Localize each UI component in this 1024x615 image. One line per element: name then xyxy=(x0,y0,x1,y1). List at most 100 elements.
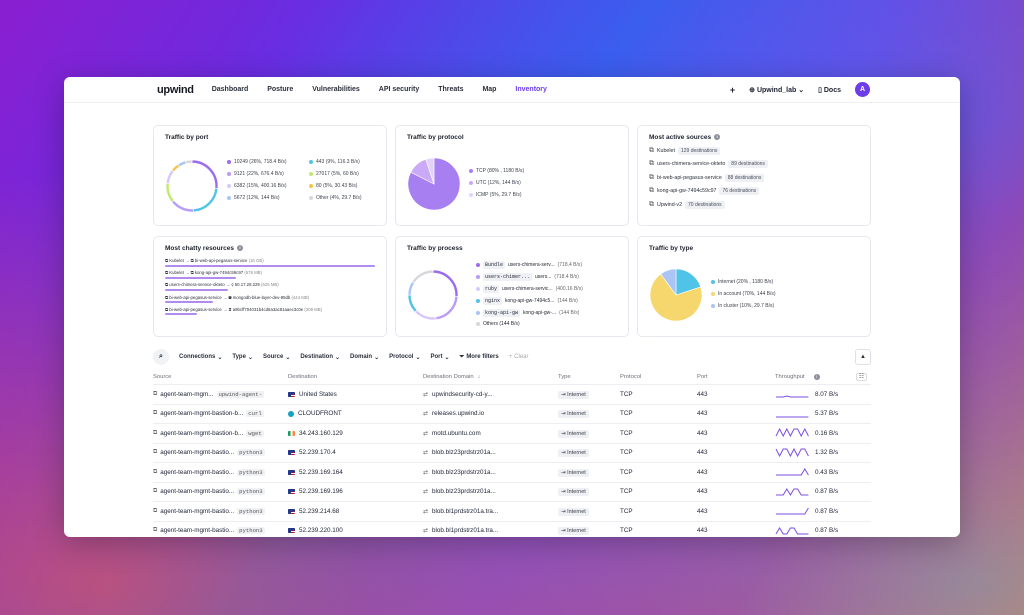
list-item[interactable]: ⧉ users-chimera-service-okteto 89 destinat… xyxy=(649,160,859,168)
add-button[interactable]: + xyxy=(729,84,736,95)
source-name[interactable]: agent-team-mgmt-bastio... xyxy=(160,527,235,535)
domain-value[interactable]: blob.bl1prdstrz01a.tra... xyxy=(432,507,499,515)
source-name[interactable]: agent-team-mgmt-bastio... xyxy=(160,468,235,476)
col-destination[interactable]: Destination xyxy=(288,373,318,380)
domain-value[interactable]: upwindsecurity-cd-y... xyxy=(432,390,493,398)
domain-value[interactable]: motd.ubuntu.com xyxy=(432,429,481,437)
destination-value[interactable]: 52.239.220.100 xyxy=(299,527,343,535)
filter-label: Port xyxy=(430,354,443,360)
chatty-item[interactable]: ⧉ Kubelet → ⧉ kong-api-gw-7494c59c97 (67… xyxy=(165,270,375,279)
filter-destination[interactable]: Destination ⌄ xyxy=(300,354,340,361)
info-icon[interactable]: i xyxy=(237,245,243,252)
protocol-pie-segment[interactable] xyxy=(407,157,461,211)
destination-value[interactable]: United States xyxy=(299,390,337,398)
search-icon[interactable]: ⌕ xyxy=(153,349,169,365)
clear-button[interactable]: + Clear xyxy=(509,354,529,360)
chatty-item[interactable]: ⧉ bi-web-api-pegasus-service → ⛁ mongodb… xyxy=(165,295,375,304)
col-port[interactable]: Port xyxy=(697,373,708,380)
destination-value[interactable]: 52.239.169.196 xyxy=(299,488,343,496)
source-name[interactable]: agent-team-mgmt-bastio... xyxy=(160,507,235,515)
process-donut-segment[interactable] xyxy=(435,296,459,321)
port-donut-segment[interactable] xyxy=(193,187,219,213)
source-name[interactable]: agent-team-mgm... xyxy=(160,390,214,398)
process-donut-segment[interactable] xyxy=(411,269,434,284)
port-donut-segment[interactable] xyxy=(171,199,194,213)
nav-threats[interactable]: Threats xyxy=(438,86,464,93)
nav-right: + ⊕ Upwind_lab ⌄ ▯ Docs A xyxy=(730,82,870,97)
table-row[interactable]: ⧉ agent-team-mgmt-bastio... python3 52.239… xyxy=(153,463,871,483)
col-source[interactable]: Source xyxy=(153,373,172,380)
list-item[interactable]: ⧉ Kubelet 129 destinations xyxy=(649,146,859,155)
domain-value[interactable]: blob.blz23prdstrz01a... xyxy=(432,488,496,496)
table-row[interactable]: ⧉ agent-team-mgmt-bastion-b... curl CLOUDF… xyxy=(153,405,871,424)
source-name[interactable]: agent-team-mgmt-bastion-b... xyxy=(160,410,244,418)
destination-value[interactable]: 52.239.169.164 xyxy=(299,468,343,476)
process-donut-segment[interactable] xyxy=(414,309,437,321)
avatar[interactable]: A xyxy=(855,82,870,97)
destination-value[interactable]: 34.243.160.129 xyxy=(299,429,343,437)
columns-icon[interactable]: ☷ xyxy=(855,372,867,381)
domain-value[interactable]: blob.blz23prdstrz01a... xyxy=(432,468,496,476)
table-row[interactable]: ⧉ agent-team-mgmt-bastio... python3 52.239… xyxy=(153,483,871,502)
process-donut-segment[interactable] xyxy=(407,281,415,296)
destination-value[interactable]: CLOUDFRONT xyxy=(298,410,342,418)
list-item[interactable]: ⧉ kong-api-gw-7494c59c97 76 destinations xyxy=(649,187,859,195)
col-destination-domain[interactable]: Destination Domain ↓ xyxy=(423,374,558,380)
scroll-top-button[interactable]: ▲ xyxy=(855,349,871,365)
docs-link[interactable]: ▯ Docs xyxy=(818,86,841,94)
process-donut-segment[interactable] xyxy=(432,269,459,297)
table-row[interactable]: ⧉ agent-team-mgmt-bastion-b... wget 34.243… xyxy=(153,424,871,444)
table-row[interactable]: ⧉ agent-team-mgm... upwind-agent- United S… xyxy=(153,385,871,405)
filter-domain[interactable]: Domain ⌄ xyxy=(350,354,379,361)
port-donut-segment[interactable] xyxy=(185,159,193,165)
table-row[interactable]: ⧉ agent-team-mgmt-bastio... python3 52.239… xyxy=(153,522,871,538)
table-row[interactable]: ⧉ agent-team-mgmt-bastio... python3 52.239… xyxy=(153,502,871,522)
process-donut-segment[interactable] xyxy=(407,294,418,313)
org-selector[interactable]: ⊕ Upwind_lab ⌄ xyxy=(749,86,804,94)
source-name[interactable]: agent-team-mgmt-bastio... xyxy=(160,449,235,457)
col-protocol[interactable]: Protocol xyxy=(620,373,642,380)
domain-value[interactable]: blob.blz23prdstrz01a... xyxy=(432,449,496,457)
domain-value[interactable]: blob.bl1prdstrz01a.tra... xyxy=(432,527,499,535)
type-pie-segment[interactable] xyxy=(660,268,677,296)
port-donut-segment[interactable] xyxy=(165,183,175,203)
domain-value[interactable]: releases.upwind.io xyxy=(432,410,485,418)
filter-connections[interactable]: Connections ⌄ xyxy=(179,354,222,361)
chatty-item[interactable]: ⧉ bi-web-api-pegasus-service → ⧗ a9bcff7… xyxy=(165,307,375,316)
port-donut-segment[interactable] xyxy=(165,169,175,185)
type-pie-segment[interactable] xyxy=(649,273,703,322)
filter-port[interactable]: Port ⌄ xyxy=(430,354,449,361)
legend-item: UTC (12%, 144 B/s) xyxy=(469,180,524,186)
nav-map[interactable]: Map xyxy=(482,86,497,93)
card-title-text: Most chatty resources xyxy=(165,245,234,252)
filter-source[interactable]: Source ⌄ xyxy=(263,354,290,361)
col-type[interactable]: Type xyxy=(558,373,571,380)
source-cell: ⧉ agent-team-mgmt-bastion-b... wget xyxy=(153,429,288,437)
info-icon[interactable]: i xyxy=(714,134,721,141)
table-row[interactable]: ⧉ agent-team-mgmt-bastio... python3 52.239… xyxy=(153,444,871,463)
nav-inventory[interactable]: Inventory xyxy=(515,86,547,93)
chatty-item[interactable]: ⧉ users-chimera-service-okteto → ⚲ 50.17… xyxy=(165,282,375,292)
source-name[interactable]: agent-team-mgmt-bastio... xyxy=(160,488,235,496)
destination-value[interactable]: 52.239.214.68 xyxy=(299,507,340,515)
card-title: Traffic by process xyxy=(407,245,463,252)
list-item[interactable]: ⧉ bi-web-api-pegasus-service 88 destinatio… xyxy=(649,173,859,182)
nav-api-security[interactable]: API security xyxy=(378,86,420,93)
info-icon[interactable]: i xyxy=(813,373,820,380)
upwind-logo[interactable]: upwind xyxy=(157,83,194,96)
filter-protocol[interactable]: Protocol ⌄ xyxy=(389,354,420,361)
protocol-pie-segment[interactable] xyxy=(425,157,435,185)
chatty-item[interactable]: ⧉ Kubelet → ⧉ bi-web-api-pegasus-service… xyxy=(165,258,375,267)
process-tag: python3 xyxy=(237,468,265,476)
nav-posture[interactable]: Posture xyxy=(267,86,294,93)
port-donut-segment[interactable] xyxy=(191,159,219,189)
nav-dashboard[interactable]: Dashboard xyxy=(211,86,249,93)
source-name[interactable]: agent-team-mgmt-bastion-b... xyxy=(160,429,244,437)
col-throughput[interactable]: Throughput i ☷ xyxy=(775,372,871,381)
nav-vulnerabilities[interactable]: Vulnerabilities xyxy=(312,86,360,93)
filter-type[interactable]: Type ⌄ xyxy=(232,354,253,361)
list-item[interactable]: ⧉ Upwind-v2 70 destinations xyxy=(649,200,859,209)
more-filters-button[interactable]: ⏷ More filters xyxy=(460,354,499,361)
port-donut-segment[interactable] xyxy=(177,160,187,168)
destination-value[interactable]: 52.239.170.4 xyxy=(299,449,336,457)
